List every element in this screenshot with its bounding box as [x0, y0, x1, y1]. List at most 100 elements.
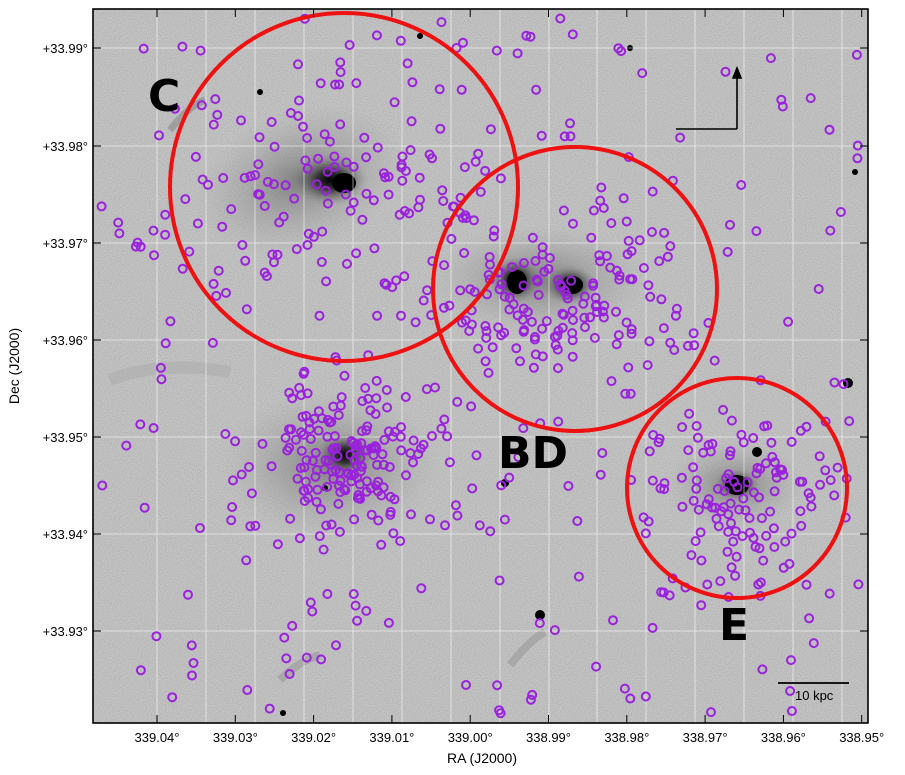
- source-marker: [530, 256, 541, 266]
- source-marker: [688, 495, 699, 506]
- source-marker: [471, 450, 482, 461]
- source-marker: [647, 475, 658, 486]
- source-marker: [656, 294, 667, 305]
- source-marker: [595, 256, 606, 267]
- source-marker: [725, 446, 736, 457]
- source-marker: [321, 276, 332, 287]
- source-marker: [242, 685, 253, 695]
- source-marker: [114, 228, 125, 239]
- source-marker: [244, 462, 254, 472]
- source-marker: [307, 606, 318, 617]
- source-marker: [786, 706, 797, 716]
- source-marker: [313, 425, 324, 436]
- y-tick-label: +33.94°: [43, 527, 88, 542]
- source-marker: [299, 496, 310, 506]
- source-marker: [352, 439, 362, 450]
- source-marker: [562, 293, 573, 304]
- source-marker: [285, 513, 296, 524]
- plot-frame: [92, 8, 869, 724]
- source-marker: [348, 161, 359, 172]
- source-marker: [455, 285, 466, 296]
- source-marker: [294, 533, 305, 544]
- y-tick-label: +33.99°: [43, 41, 88, 56]
- x-tick-label: 338.95°: [839, 730, 884, 745]
- source-marker: [597, 306, 608, 317]
- source-marker: [316, 257, 327, 267]
- source-marker: [396, 310, 406, 321]
- source-marker: [399, 271, 410, 282]
- source-marker: [691, 483, 702, 494]
- source-marker: [138, 43, 149, 54]
- source-marker: [553, 363, 563, 374]
- source-marker: [467, 483, 478, 494]
- source-marker: [313, 153, 324, 164]
- source-marker: [302, 133, 313, 143]
- source-marker: [396, 445, 407, 456]
- source-marker: [383, 617, 394, 628]
- source-marker: [786, 528, 797, 539]
- source-marker: [356, 461, 367, 472]
- source-marker: [335, 119, 346, 130]
- source-marker: [444, 457, 455, 468]
- source-marker: [754, 492, 764, 503]
- source-marker: [721, 473, 732, 484]
- x-tick-labels: 339.04° 339.03° 339.02° 339.01° 339.00° 338.9…: [135, 730, 885, 745]
- source-marker: [614, 274, 625, 285]
- source-marker: [483, 367, 494, 378]
- source-marker: [362, 421, 373, 432]
- source-marker: [768, 523, 779, 534]
- source-marker: [492, 680, 503, 691]
- source-marker: [634, 235, 645, 246]
- source-marker: [322, 431, 333, 442]
- source-marker: [318, 544, 329, 555]
- source-marker: [473, 343, 484, 354]
- source-marker: [715, 576, 726, 587]
- source-marker: [558, 309, 569, 320]
- source-marker: [370, 409, 381, 419]
- source-marker: [757, 664, 768, 675]
- source-marker: [686, 550, 697, 561]
- source-marker: [553, 275, 563, 286]
- source-marker: [580, 322, 590, 333]
- source-marker: [776, 94, 787, 105]
- source-marker: [512, 48, 523, 59]
- source-marker: [751, 468, 762, 479]
- source-marker: [638, 512, 649, 523]
- source-marker: [726, 518, 736, 529]
- source-marker: [408, 435, 419, 446]
- source-marker: [465, 284, 476, 295]
- source-marker: [307, 455, 318, 466]
- source-marker: [558, 205, 569, 216]
- source-marker: [457, 317, 467, 328]
- source-marker: [228, 475, 238, 486]
- source-marker: [711, 513, 722, 524]
- source-marker: [596, 182, 607, 193]
- source-marker: [373, 515, 384, 526]
- source-marker: [597, 448, 608, 458]
- region-circles: [168, 11, 849, 600]
- source-marker: [284, 387, 295, 398]
- source-marker: [659, 227, 670, 238]
- source-marker: [259, 201, 270, 211]
- source-marker: [220, 429, 231, 439]
- source-marker: [726, 415, 737, 426]
- source-marker: [608, 615, 618, 626]
- source-marker: [642, 360, 653, 371]
- source-marker: [286, 424, 297, 435]
- source-marker: [160, 229, 171, 240]
- source-marker: [245, 521, 256, 532]
- source-marker: [389, 97, 400, 108]
- source-marker: [568, 315, 578, 325]
- source-marker: [475, 186, 486, 197]
- compass-icon: [676, 65, 743, 130]
- source-marker: [418, 295, 429, 306]
- source-marker: [292, 473, 303, 484]
- region-c-circle: [168, 11, 520, 363]
- source-marker: [491, 45, 502, 56]
- source-marker: [444, 300, 455, 311]
- source-marker: [825, 475, 836, 486]
- source-marker: [135, 665, 146, 676]
- source-marker: [227, 502, 238, 512]
- source-marker: [322, 481, 333, 492]
- source-marker: [293, 59, 303, 70]
